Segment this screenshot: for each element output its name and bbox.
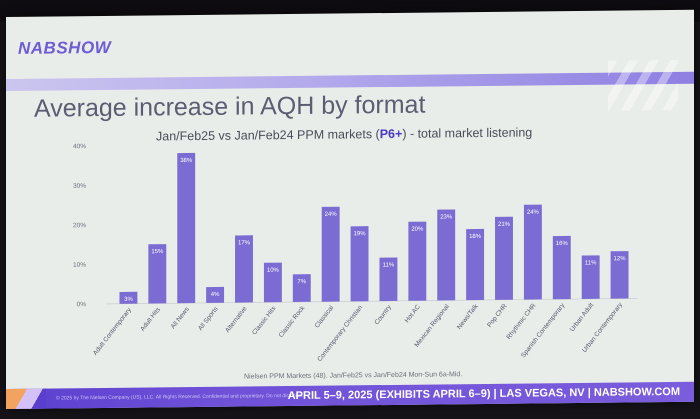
x-tick-label: Country [373, 303, 393, 326]
y-tick-label: 10% [73, 262, 86, 269]
bar [523, 204, 542, 300]
bar [292, 274, 311, 302]
y-tick-label: 40% [73, 143, 86, 150]
y-tick-label: 0% [77, 301, 87, 308]
bar-value-label: 19% [354, 231, 367, 237]
presentation-slide: NABSHOW Average increase in AQH by forma… [6, 9, 694, 410]
bar-value-label: 23% [440, 214, 453, 220]
bar-value-label: 38% [180, 158, 193, 164]
x-tick-label: Classic Hits [251, 305, 278, 337]
bar-chart: 0% 10% 20% 30% 40% 3% Adult Contemporary 15% Adu… [73, 143, 638, 363]
bar [119, 291, 138, 304]
footer-event-info: APRIL 5–9, 2025 (EXHIBITS APRIL 6–9) | L… [287, 385, 680, 403]
bar [610, 251, 629, 299]
y-tick-label: 20% [73, 222, 86, 229]
bar-value-label: 20% [411, 227, 424, 233]
x-tick-label: Rhythmic CHR [505, 302, 537, 341]
x-tick-label: Classic Rock [278, 304, 307, 339]
bar-value-label: 12% [614, 256, 627, 262]
bar [321, 206, 340, 302]
x-tick-label: All News [170, 305, 192, 330]
bar [495, 216, 513, 300]
bar [206, 286, 225, 303]
bar [263, 262, 282, 303]
x-tick-label: All Sports [197, 305, 220, 332]
x-tick-label: Hot AC [404, 303, 422, 324]
bar-value-label: 7% [297, 279, 306, 285]
bar [552, 235, 571, 300]
x-tick-label: News/Talk [456, 302, 480, 330]
bar [379, 257, 398, 302]
bar-value-label: 24% [325, 212, 338, 218]
bar [350, 226, 369, 302]
bar-value-label: 11% [383, 262, 395, 268]
bar [437, 209, 456, 301]
y-tick-label: 30% [73, 183, 86, 190]
bar-value-label: 16% [556, 241, 569, 247]
bar-value-label: 24% [527, 210, 540, 216]
footer-legal-text: © 2025 by The Nielsen Company (US), LLC.… [56, 392, 305, 402]
x-tick-label: Urban Adult [569, 302, 596, 333]
bar-value-label: 15% [151, 249, 164, 255]
bar [466, 228, 485, 301]
bar [408, 221, 427, 301]
x-tick-label: Pop CHR [486, 302, 509, 328]
bar-value-label: 21% [498, 222, 511, 228]
bar-value-label: 17% [238, 240, 251, 246]
bar [581, 255, 600, 299]
bar [235, 235, 253, 303]
x-tick-label: Adult Contemporary [92, 306, 134, 357]
bar [148, 244, 167, 304]
bar-value-label: 18% [469, 234, 482, 240]
bar [177, 152, 196, 304]
footer-accent [6, 388, 46, 410]
x-tick-label: Adult Hits [139, 306, 162, 333]
bar-value-label: 4% [211, 292, 220, 298]
bar-value-label: 11% [585, 260, 597, 266]
bar-value-label: 3% [124, 297, 133, 303]
x-tick-label: Alternative [224, 305, 249, 334]
x-tick-label: Classical [314, 304, 336, 329]
bar-value-label: 10% [267, 268, 280, 274]
